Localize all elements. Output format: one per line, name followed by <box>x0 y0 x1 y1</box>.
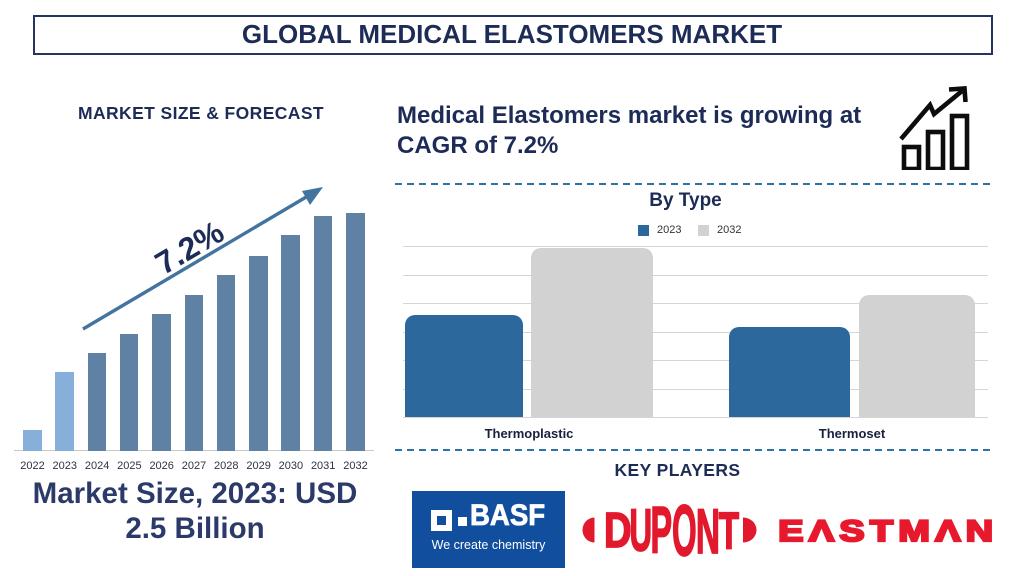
svg-text:EΛSTMΛN: EΛSTMΛN <box>778 515 998 548</box>
svg-text:T: T <box>719 502 740 560</box>
svg-text:P: P <box>651 498 673 560</box>
svg-text:N: N <box>696 498 720 560</box>
svg-text:O: O <box>672 498 697 560</box>
svg-text:D: D <box>604 504 632 559</box>
svg-text:7.2%: 7.2% <box>149 214 230 282</box>
svg-text:U: U <box>630 498 653 560</box>
